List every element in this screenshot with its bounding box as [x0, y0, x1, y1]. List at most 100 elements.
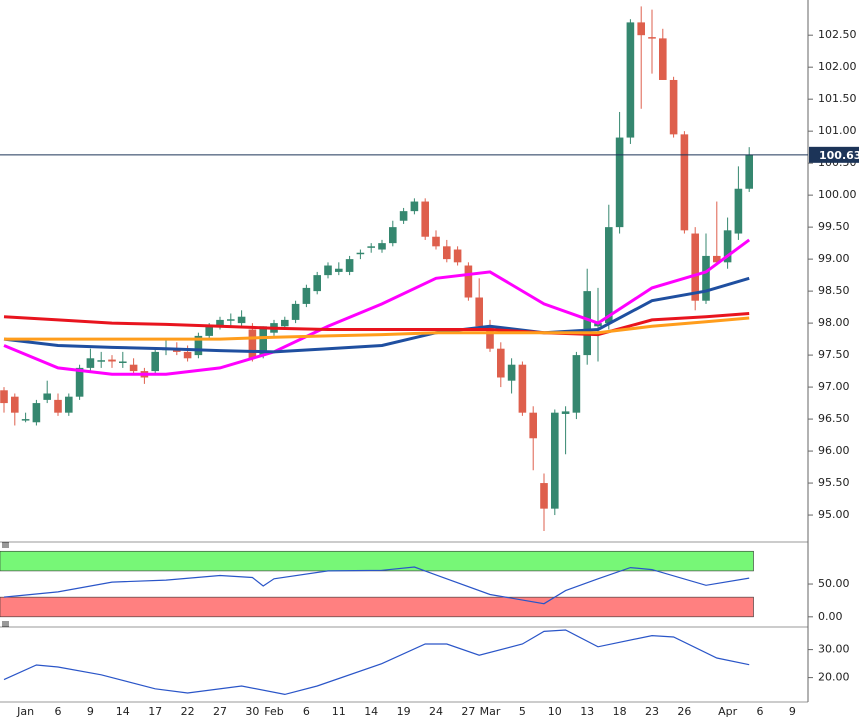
candle-body — [75, 367, 84, 397]
y-tick-label: 102.50 — [818, 28, 857, 41]
candle-body — [248, 329, 257, 359]
candle-body — [237, 316, 246, 324]
x-tick-label: 17 — [148, 705, 162, 718]
x-tick-label: 27 — [461, 705, 475, 718]
candle-body — [11, 396, 19, 413]
candle-body — [97, 360, 105, 362]
candle-body — [335, 268, 343, 272]
candle-body — [194, 335, 203, 356]
x-tick-label: 5 — [519, 705, 526, 718]
candle-body — [421, 201, 429, 237]
y-tick-label: 102.00 — [818, 60, 857, 73]
candle-body — [345, 259, 354, 272]
candle-body — [583, 291, 591, 356]
candle-body — [389, 227, 397, 244]
indicator-line — [3, 566, 750, 605]
candle-body — [281, 319, 289, 327]
candle-body — [540, 483, 548, 509]
y-tick-label: 101.50 — [818, 92, 857, 105]
candle-body — [65, 396, 73, 413]
indicator-line — [3, 629, 750, 696]
x-tick-label: 30 — [245, 705, 259, 718]
y-tick-label: 20.00 — [818, 671, 850, 684]
candle-body — [745, 154, 753, 189]
candle-body — [572, 355, 581, 413]
x-tick-label: 6 — [303, 705, 310, 718]
candle-body — [443, 246, 451, 260]
indicator-line — [3, 312, 750, 337]
y-tick-label: 98.00 — [818, 316, 850, 329]
candle-body — [367, 246, 375, 248]
candle-body — [324, 265, 332, 276]
x-tick-label: Apr — [718, 705, 738, 718]
x-tick-label: Feb — [264, 705, 283, 718]
indicator-line — [3, 238, 751, 376]
candle-body — [151, 351, 159, 372]
x-tick-label: 18 — [613, 705, 627, 718]
candle-body — [669, 79, 678, 135]
candle-body — [313, 275, 321, 292]
candle-body — [594, 323, 602, 327]
x-tick-label: 9 — [87, 705, 94, 718]
candle-body — [432, 236, 440, 247]
y-tick-label: 97.50 — [818, 348, 850, 361]
candle-body — [497, 348, 505, 378]
candle-body — [486, 326, 494, 349]
y-tick-label: 96.50 — [818, 412, 850, 425]
candle-body — [464, 265, 473, 298]
candle-body — [356, 252, 365, 255]
x-tick-label: 26 — [677, 705, 691, 718]
candle-body — [399, 211, 408, 221]
x-tick-label: 11 — [332, 705, 346, 718]
candle-body — [680, 134, 689, 231]
y-tick-label: 95.00 — [818, 508, 850, 521]
candle-body — [410, 201, 419, 212]
x-tick-label: 14 — [364, 705, 378, 718]
candle-body — [108, 359, 116, 362]
candle-body — [216, 319, 224, 327]
candle-body — [453, 249, 462, 263]
candle-body — [529, 412, 537, 439]
y-tick-label: 101.00 — [818, 124, 857, 137]
candle-body — [227, 319, 235, 321]
candle-body — [702, 255, 710, 301]
candle-body — [518, 364, 527, 413]
x-tick-label: Mar — [480, 705, 501, 718]
x-tick-label: 14 — [116, 705, 130, 718]
candle-body — [659, 38, 667, 80]
candle-body — [734, 188, 743, 234]
candle-body — [713, 255, 721, 263]
candle-body — [561, 411, 570, 414]
panel-handle — [2, 621, 9, 627]
y-tick-label: 97.00 — [818, 380, 850, 393]
candle-body — [551, 412, 559, 509]
x-tick-label: 10 — [548, 705, 562, 718]
indicator-line — [3, 276, 750, 354]
y-tick-label: 96.00 — [818, 444, 850, 457]
x-tick-label: 13 — [580, 705, 594, 718]
candle-body — [32, 403, 41, 423]
y-tick-label: 95.50 — [818, 476, 850, 489]
x-tick-label: 24 — [429, 705, 443, 718]
candle-body — [648, 37, 656, 39]
y-tick-label: 50.00 — [818, 577, 850, 590]
y-tick-label: 99.50 — [818, 220, 850, 233]
x-tick-label: 19 — [397, 705, 411, 718]
candle-body — [183, 351, 192, 359]
x-tick-label: 9 — [789, 705, 796, 718]
candle-body — [723, 230, 732, 263]
y-tick-label: 0.00 — [818, 610, 843, 623]
panel-handle — [2, 542, 9, 548]
candle-body — [119, 361, 127, 363]
candle-body — [302, 287, 311, 304]
x-tick-label: Jan — [16, 705, 34, 718]
x-tick-label: 22 — [181, 705, 195, 718]
candle-body — [43, 393, 51, 400]
x-tick-label: 23 — [645, 705, 659, 718]
candle-body — [475, 297, 483, 327]
candle-body — [615, 137, 624, 228]
y-tick-label: 99.00 — [818, 252, 850, 265]
candle-body — [378, 243, 386, 250]
last-price-box — [809, 146, 859, 163]
